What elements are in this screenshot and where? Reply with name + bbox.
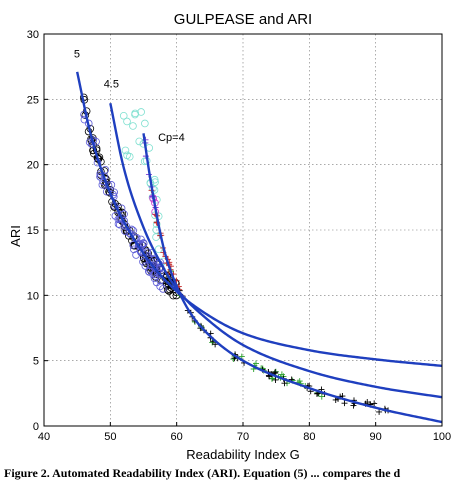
data-point — [154, 245, 163, 254]
x-tick-label: 100 — [433, 431, 451, 443]
grid-lines — [44, 34, 442, 426]
data-point — [137, 108, 145, 116]
data-point — [149, 270, 157, 279]
data-point — [146, 265, 154, 273]
data-point — [129, 122, 137, 130]
data-point — [156, 282, 164, 291]
data-point — [125, 152, 134, 161]
data-point — [278, 371, 285, 378]
data-point — [141, 119, 149, 128]
data-point — [272, 376, 279, 383]
data-point — [126, 230, 135, 239]
data-point — [230, 356, 237, 363]
data-point — [114, 220, 123, 228]
curve-label-2: 4.5 — [104, 79, 119, 91]
data-point — [149, 255, 158, 264]
y-tick-label: 5 — [33, 356, 39, 368]
curve-label-3: Cp=4 — [158, 132, 185, 144]
axis-ticks: 40 50 60 70 80 90 100 0 5 10 15 20 25 30 — [27, 29, 451, 443]
y-tick-label: 0 — [33, 421, 39, 433]
x-tick-label: 80 — [303, 431, 315, 443]
x-axis-label: Readability Index G — [186, 447, 299, 462]
data-point — [318, 393, 325, 400]
data-point — [156, 276, 165, 285]
data-point — [139, 258, 147, 266]
data-point — [139, 239, 148, 247]
y-tick-label: 30 — [27, 29, 39, 41]
fit-curve-1 — [75, 71, 442, 368]
data-point — [153, 268, 162, 276]
y-axis-label: ARI — [8, 225, 23, 247]
figure-caption: Figure 2. Automated Readability Index (A… — [4, 466, 401, 480]
x-tick-label: 50 — [104, 431, 116, 443]
chart-title: GULPEASE and ARI — [174, 11, 312, 28]
x-tick-label: 40 — [38, 431, 50, 443]
data-point — [123, 117, 131, 126]
x-tick-label: 70 — [237, 431, 249, 443]
y-tick-label: 25 — [27, 94, 39, 106]
x-tick-label: 90 — [370, 431, 382, 443]
data-point — [135, 137, 144, 146]
chart: 40 50 60 70 80 90 100 0 5 10 15 20 25 30 5 4.5 Cp=4 GUL… — [8, 11, 451, 462]
curve-label-1: 5 — [74, 49, 80, 61]
data-point — [341, 400, 348, 407]
data-point — [212, 341, 219, 348]
fit-curve-2 — [109, 103, 442, 399]
y-tick-label: 15 — [27, 225, 39, 237]
data-point — [121, 146, 130, 155]
data-point — [80, 110, 88, 119]
x-tick-label: 60 — [171, 431, 183, 443]
plot-area — [75, 71, 442, 424]
data-point — [350, 402, 357, 409]
data-point — [131, 109, 139, 118]
data-point — [159, 285, 167, 293]
curve-group — [75, 71, 442, 424]
curve-labels: 5 4.5 Cp=4 — [74, 49, 185, 145]
data-point — [376, 408, 383, 415]
data-point — [272, 369, 279, 376]
data-point — [152, 233, 160, 241]
data-point — [119, 111, 128, 120]
data-point — [139, 249, 148, 258]
fit-curve-3 — [142, 133, 442, 424]
y-tick-label: 10 — [27, 290, 39, 302]
data-point — [281, 380, 288, 387]
data-point — [371, 400, 378, 407]
y-tick-label: 20 — [27, 160, 39, 172]
data-point — [130, 245, 138, 254]
